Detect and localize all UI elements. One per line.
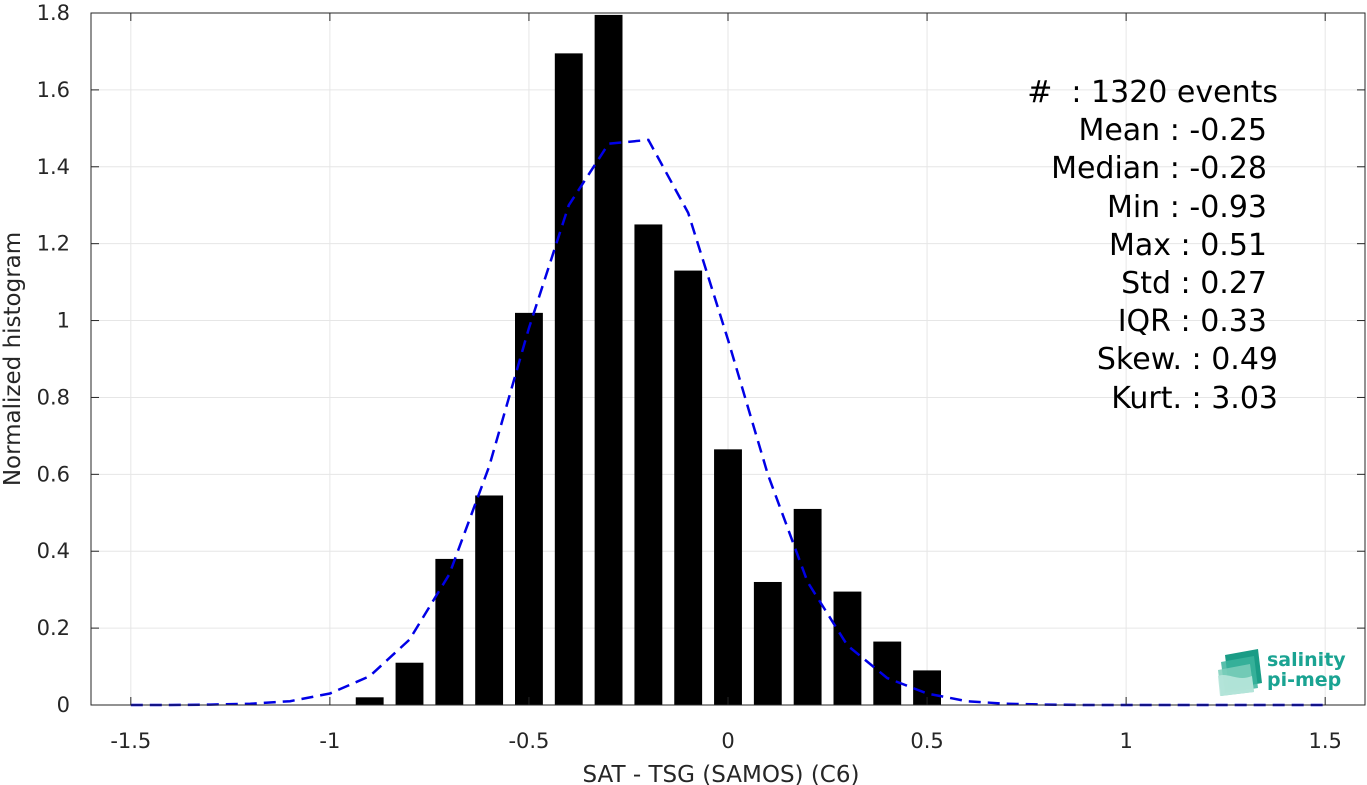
histogram-bar xyxy=(714,449,742,705)
y-tick-label: 0.6 xyxy=(37,462,70,486)
histogram-bar xyxy=(594,14,623,705)
y-tick-label: 1.8 xyxy=(37,1,70,25)
histogram-bars xyxy=(355,14,941,706)
histogram-bar xyxy=(475,495,504,705)
x-tick-label: 0 xyxy=(721,729,734,753)
histogram-bar xyxy=(515,312,543,705)
histogram-bar xyxy=(395,662,424,705)
salinity-pi-mep-logo: salinity pi-mep xyxy=(1218,649,1346,696)
x-tick-label: -1.5 xyxy=(110,729,151,753)
histogram-bar xyxy=(355,697,384,705)
y-tick-label: 0 xyxy=(57,693,70,717)
y-tick-label: 1 xyxy=(57,309,70,333)
stat-median: Median : -0.28 xyxy=(1051,151,1267,186)
histogram-bar xyxy=(435,558,464,705)
y-tick-label: 1.2 xyxy=(37,232,70,256)
histogram-bar xyxy=(674,270,703,705)
x-tick-label: -1 xyxy=(319,729,340,753)
stat-count: # : 1320 events xyxy=(1027,75,1278,110)
x-tick-label: -0.5 xyxy=(508,729,549,753)
x-axis-label: SAT - TSG (SAMOS) (C6) xyxy=(583,762,860,785)
histogram-bar xyxy=(793,508,822,705)
histogram-bar xyxy=(753,581,782,705)
stat-kurtosis: Kurt. : 3.03 xyxy=(1111,381,1278,416)
logo-text-line1: salinity xyxy=(1267,649,1346,671)
y-tick-label: 1.4 xyxy=(37,155,70,179)
x-tick-label: 0.5 xyxy=(910,729,943,753)
wave-logo-icon xyxy=(1218,649,1262,696)
y-tick-label: 0.2 xyxy=(37,616,70,640)
statistics-box: # : 1320 events Mean : -0.25 Median : -0… xyxy=(1027,75,1278,416)
axis-ticks: -1.5 -1 -0.5 0 0.5 1 1.5 0 0.2 0.4 0.6 0.8 1 1.2 1.4 1.… xyxy=(37,1,1365,753)
stat-iqr: IQR : 0.33 xyxy=(1118,304,1267,339)
stat-max: Max : 0.51 xyxy=(1109,228,1267,263)
histogram-bar xyxy=(634,224,663,705)
y-tick-label: 0.8 xyxy=(37,385,70,409)
histogram-bar xyxy=(833,591,862,705)
stat-min: Min : -0.93 xyxy=(1107,190,1267,225)
stat-skewness: Skew. : 0.49 xyxy=(1097,342,1278,377)
histogram-bar xyxy=(554,53,583,706)
stat-mean: Mean : -0.25 xyxy=(1078,113,1267,148)
x-tick-label: 1.5 xyxy=(1308,729,1341,753)
logo-text-line2: pi-mep xyxy=(1267,669,1341,691)
y-tick-label: 0.4 xyxy=(37,539,70,563)
y-axis-label: Normalized histogram xyxy=(0,232,26,486)
y-tick-label: 1.6 xyxy=(37,78,70,102)
x-tick-label: 1 xyxy=(1119,729,1132,753)
stat-std: Std : 0.27 xyxy=(1121,266,1267,301)
histogram-bar xyxy=(873,641,902,705)
